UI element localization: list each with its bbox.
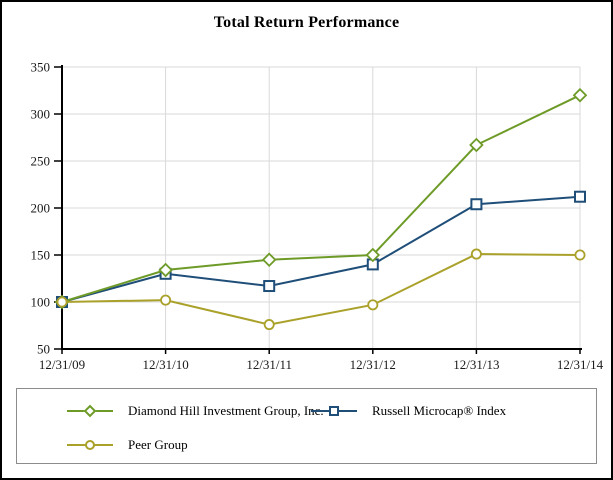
- x-tick-label: 12/31/12: [350, 357, 396, 372]
- data-point-marker: [263, 319, 275, 331]
- legend-entry-russell-microcap: Russell Microcap® Index: [311, 402, 506, 420]
- data-point-marker: [365, 247, 381, 263]
- legend-entry-diamond-hill: Diamond Hill Investment Group, Inc.: [67, 402, 324, 420]
- data-point-marker: [470, 198, 483, 211]
- x-tick-label: 12/31/14: [557, 357, 604, 372]
- series-square: [56, 190, 586, 308]
- data-point-marker: [574, 190, 586, 203]
- circle-marker-icon: [67, 438, 113, 452]
- data-point-marker: [261, 252, 277, 267]
- series-line: [61, 94, 581, 303]
- legend-label-peer-group: Peer Group: [128, 437, 188, 452]
- chart-title: Total Return Performance: [213, 14, 400, 31]
- x-tick-label: 12/31/09: [39, 357, 85, 372]
- x-tick-label: 12/31/11: [246, 357, 292, 372]
- data-point-marker: [469, 137, 484, 153]
- y-tick-label: 300: [31, 107, 51, 122]
- data-point-marker: [158, 262, 173, 278]
- series-line: [61, 195, 581, 303]
- legend-entry-peer-group: Peer Group: [67, 436, 188, 454]
- data-point-marker: [56, 296, 68, 308]
- y-tick-label: 100: [31, 295, 51, 310]
- data-point-marker: [572, 87, 588, 103]
- x-tick-label: 12/31/13: [453, 357, 499, 372]
- x-tick-label: 12/31/10: [142, 357, 188, 372]
- y-tick-label: 150: [31, 248, 51, 263]
- series-circle: [56, 248, 586, 331]
- data-point-marker: [367, 299, 379, 311]
- chart-legend: Diamond Hill Investment Group, Inc. Russ…: [16, 388, 597, 464]
- series-line: [61, 253, 581, 326]
- series-diamond: [54, 87, 588, 310]
- y-tick-label: 350: [31, 60, 51, 75]
- legend-label-russell-microcap: Russell Microcap® Index: [372, 403, 507, 418]
- diamond-marker-icon: [67, 404, 113, 418]
- line-chart-plot: 50 100 150 200 250 300 350 12/31/09 12/31/10 12/3…: [31, 60, 604, 373]
- y-tick-label: 200: [31, 201, 51, 216]
- data-point-marker: [574, 249, 586, 261]
- data-point-marker: [263, 280, 276, 293]
- square-marker-icon: [311, 404, 357, 418]
- y-tick-label: 50: [37, 342, 50, 357]
- data-point-marker: [470, 248, 482, 260]
- data-point-marker: [160, 294, 172, 306]
- y-tick-label: 250: [31, 154, 51, 169]
- legend-label-diamond-hill: Diamond Hill Investment Group, Inc.: [128, 403, 324, 418]
